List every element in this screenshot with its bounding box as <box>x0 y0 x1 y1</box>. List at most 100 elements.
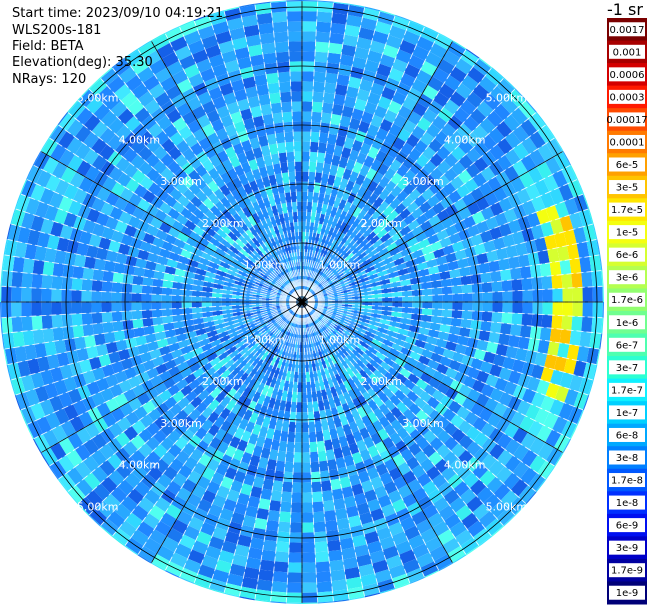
colorbar-tick-label: 0.0001 <box>610 137 645 148</box>
heatmap-cell <box>464 346 477 358</box>
heatmap-cell <box>344 342 355 352</box>
heatmap-cell <box>436 443 451 459</box>
heatmap-cell <box>540 395 555 413</box>
heatmap-cell <box>316 390 323 402</box>
heatmap-cell <box>520 432 537 450</box>
beta-heatmap-cells <box>0 0 604 604</box>
heatmap-cell <box>360 479 374 493</box>
heatmap-cell <box>393 337 405 347</box>
heatmap-cell <box>422 416 437 430</box>
heatmap-cell <box>519 415 535 433</box>
heatmap-cell <box>318 312 329 319</box>
heatmap-cell <box>386 329 398 338</box>
heatmap-cell <box>398 322 410 331</box>
heatmap-cell <box>476 339 489 352</box>
heatmap-cell <box>369 358 380 370</box>
heatmap-cell <box>508 334 520 348</box>
heatmap-cell <box>347 320 359 327</box>
heatmap-cell <box>399 516 416 532</box>
heatmap-cell <box>472 302 483 312</box>
heatmap-cell <box>393 475 408 490</box>
heatmap-cell <box>337 466 349 479</box>
heatmap-cell <box>407 478 423 494</box>
heatmap-cell <box>391 573 410 589</box>
heatmap-cell <box>468 328 481 340</box>
heatmap-cell <box>397 484 413 499</box>
heatmap-cell <box>346 464 358 477</box>
heatmap-cell <box>553 356 567 373</box>
heatmap-cell <box>348 337 359 347</box>
heatmap-cell <box>437 529 455 546</box>
heatmap-cell <box>536 424 553 443</box>
heatmap-cell <box>438 504 456 521</box>
heatmap-cell <box>422 480 438 496</box>
heatmap-cell <box>394 389 407 402</box>
heatmap-cell <box>329 427 339 440</box>
heatmap-cell <box>362 391 373 403</box>
heatmap-cell <box>436 429 452 444</box>
heatmap-cell <box>460 318 472 329</box>
heatmap-cell <box>377 391 390 404</box>
heatmap-cell <box>340 312 351 318</box>
heatmap-cell <box>389 394 402 407</box>
heatmap-cell <box>436 382 450 395</box>
heatmap-cell <box>399 549 417 565</box>
heatmap-cell <box>412 543 430 559</box>
heatmap-cell <box>391 498 407 513</box>
heatmap-cell <box>360 337 372 346</box>
heatmap-cell <box>480 422 496 438</box>
heatmap-cell <box>379 536 396 550</box>
heatmap-cell <box>390 406 403 419</box>
heatmap-cell <box>549 399 565 417</box>
colorbar-tick-label: 0.0017 <box>610 25 645 36</box>
heatmap-cell <box>432 302 443 310</box>
colorbar-tick-label: 1e-7 <box>616 408 639 419</box>
heatmap-cell <box>515 347 528 362</box>
heatmap-cell <box>459 488 477 505</box>
heatmap-cell <box>412 487 428 502</box>
heatmap-cell <box>330 375 339 387</box>
heatmap-cell <box>409 351 422 362</box>
heatmap-cell <box>347 377 357 389</box>
heatmap-cell <box>324 345 333 356</box>
heatmap-cell <box>310 340 315 352</box>
heatmap-cell <box>581 316 593 333</box>
heatmap-cell <box>452 302 463 311</box>
heatmap-cell <box>569 374 583 392</box>
heatmap-cell <box>329 312 340 319</box>
heatmap-cell <box>557 342 570 359</box>
heatmap-cell <box>391 342 403 353</box>
heatmap-cell <box>333 395 342 407</box>
heatmap-cell <box>365 423 378 437</box>
heatmap-cell <box>333 362 343 374</box>
heatmap-cell <box>521 388 537 404</box>
heatmap-cell <box>369 550 386 564</box>
heatmap-cell <box>343 454 355 467</box>
heatmap-cell <box>502 356 516 371</box>
heatmap-cell <box>449 521 468 538</box>
heatmap-cell <box>343 356 353 367</box>
heatmap-cell <box>396 401 409 414</box>
heatmap-cell <box>466 337 479 349</box>
heatmap-cell <box>358 563 375 577</box>
heatmap-cell <box>357 470 371 484</box>
heatmap-cell <box>322 429 332 441</box>
heatmap-cell <box>442 537 461 554</box>
heatmap-cell <box>407 373 420 385</box>
heatmap-cell <box>573 360 587 378</box>
heatmap-cell <box>320 358 328 369</box>
heatmap-cell <box>408 324 420 334</box>
heatmap-cell <box>431 473 448 489</box>
heatmap-cell <box>395 540 413 555</box>
heatmap-cell <box>430 315 442 324</box>
heatmap-cell <box>352 397 363 410</box>
colorbar-tick-label: 1.7e-5 <box>611 205 643 216</box>
heatmap-cell <box>325 333 334 343</box>
heatmap-cell <box>552 302 563 316</box>
heatmap-cell <box>447 333 459 344</box>
heatmap-cell <box>317 400 325 411</box>
heatmap-cell <box>396 426 410 440</box>
heatmap-cell <box>489 500 508 519</box>
heatmap-cell <box>553 434 571 453</box>
heatmap-cell <box>409 428 423 443</box>
